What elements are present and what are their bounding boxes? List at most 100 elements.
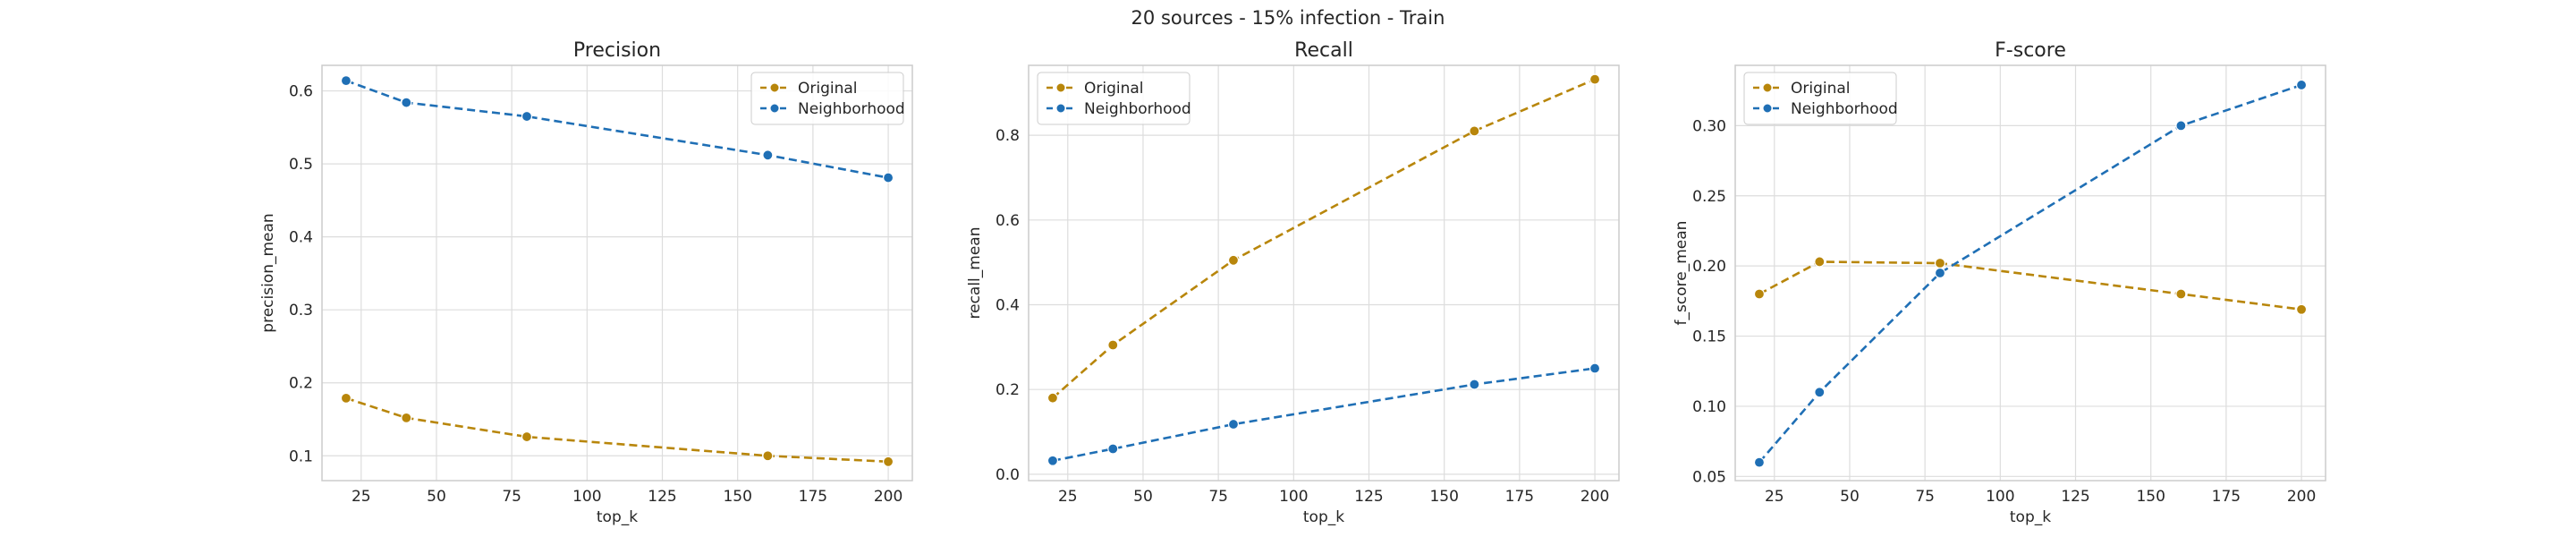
y-axis-label: precision_mean <box>259 213 277 332</box>
data-point-neighborhood <box>882 172 894 183</box>
legend-box <box>1743 72 1897 125</box>
x-tick-label: 125 <box>648 488 676 506</box>
x-tick-label: 100 <box>572 488 601 506</box>
data-point-neighborhood <box>2175 120 2187 132</box>
y-tick-label: 0.5 <box>289 156 313 174</box>
data-point-neighborhood <box>1469 379 1480 390</box>
x-tick-label: 25 <box>1765 488 1784 506</box>
x-axis-label: top_k <box>597 508 638 526</box>
legend-swatch-marker <box>1762 103 1773 114</box>
legend-swatch-marker <box>1055 103 1066 114</box>
y-tick-label: 0.15 <box>1692 328 1726 346</box>
x-tick-label: 200 <box>1580 488 1609 506</box>
series-line-neighborhood <box>1052 367 1596 463</box>
y-tick-label: 0.05 <box>1692 468 1726 486</box>
x-axis-label: top_k <box>2010 508 2051 526</box>
y-tick-label: 0.2 <box>996 381 1020 399</box>
data-point-original <box>521 430 533 443</box>
data-point-neighborhood <box>762 149 774 161</box>
figure-suptitle: 20 sources - 15% infection - Train <box>1131 7 1445 29</box>
y-tick-label: 0.30 <box>1692 117 1726 135</box>
data-point-original <box>1934 257 1946 269</box>
x-tick-label: 100 <box>1279 488 1308 506</box>
x-tick-label: 75 <box>502 488 521 506</box>
y-tick-label: 0.20 <box>1692 258 1726 276</box>
x-tick-label: 50 <box>427 488 446 506</box>
x-tick-label: 175 <box>1505 488 1534 506</box>
series-line-original <box>345 396 889 464</box>
y-tick-label: 0.8 <box>996 127 1020 145</box>
y-tick-label: 0.6 <box>289 83 313 101</box>
data-point-original <box>1469 125 1480 137</box>
x-tick-label: 25 <box>352 488 371 506</box>
legend-swatch-marker <box>769 103 780 114</box>
x-axis-label: top_k <box>1303 508 1344 526</box>
data-point-original <box>2295 303 2308 315</box>
data-point-neighborhood <box>1589 362 1601 374</box>
legend-box <box>750 72 904 125</box>
data-point-neighborhood <box>1753 456 1766 468</box>
y-axis-label: f_score_mean <box>1673 221 1690 326</box>
legend: Original Neighborhood <box>1037 72 1191 125</box>
y-tick-label: 0.3 <box>289 302 313 320</box>
data-point-original <box>1227 254 1240 266</box>
y-tick-label: 0.4 <box>996 297 1020 315</box>
y-tick-label: 0.6 <box>996 212 1020 230</box>
data-point-original <box>762 450 774 462</box>
series-line-original <box>1758 260 2302 311</box>
x-tick-label: 25 <box>1058 488 1078 506</box>
data-point-neighborhood <box>1107 443 1119 455</box>
series-line-neighborhood <box>345 79 889 179</box>
legend-label: Original <box>798 80 858 98</box>
x-tick-label: 50 <box>1133 488 1153 506</box>
legend-label: Neighborhood <box>1791 100 1898 118</box>
x-tick-label: 175 <box>799 488 827 506</box>
x-tick-label: 150 <box>723 488 751 506</box>
x-tick-label: 200 <box>2287 488 2316 506</box>
legend-label: Original <box>1791 80 1851 98</box>
data-point-original <box>1107 339 1119 351</box>
y-tick-label: 0.25 <box>1692 188 1726 206</box>
data-point-neighborhood <box>521 110 533 123</box>
x-tick-label: 50 <box>1840 488 1860 506</box>
plot-frame <box>321 64 913 482</box>
data-point-original <box>340 392 352 404</box>
y-tick-label: 0.0 <box>996 466 1020 484</box>
y-tick-label: 0.2 <box>289 375 313 393</box>
data-point-original <box>1046 392 1059 404</box>
data-point-neighborhood <box>2295 79 2308 91</box>
data-point-original <box>1814 256 1826 268</box>
panel-title: F-score <box>1995 39 2066 62</box>
x-tick-label: 125 <box>1354 488 1383 506</box>
legend-label: Neighborhood <box>1084 100 1191 118</box>
x-tick-label: 150 <box>2136 488 2165 506</box>
legend: Original Neighborhood <box>750 72 905 125</box>
plot-frame <box>1734 64 2326 482</box>
panel-3: 25 50 75 100 125 150 175 200 0.05 0.10 0.15 0.20 0.2… <box>1673 39 2326 526</box>
y-tick-label: 0.1 <box>289 448 313 465</box>
x-tick-label: 200 <box>874 488 902 506</box>
panel-title: Recall <box>1294 39 1353 62</box>
legend-swatch-marker <box>1055 82 1066 93</box>
x-tick-label: 75 <box>1915 488 1935 506</box>
data-point-neighborhood <box>1814 387 1826 398</box>
x-tick-label: 100 <box>1986 488 2014 506</box>
data-point-neighborhood <box>1227 418 1240 430</box>
plot-frame <box>1028 64 1620 482</box>
x-tick-label: 150 <box>1429 488 1458 506</box>
panel-1: 25 50 75 100 125 150 175 200 0.1 0.2 0.3 0.4 0.5 0.6 P… <box>259 39 913 526</box>
y-tick-label: 0.10 <box>1692 398 1726 416</box>
x-tick-label: 125 <box>2061 488 2089 506</box>
data-point-neighborhood <box>1046 455 1059 466</box>
y-axis-label: recall_mean <box>966 227 984 320</box>
legend-box <box>1037 72 1191 125</box>
y-tick-label: 0.4 <box>289 229 313 247</box>
data-point-neighborhood <box>1934 267 1946 279</box>
panel-title: Precision <box>573 39 661 62</box>
data-point-neighborhood <box>340 75 352 87</box>
legend-swatch-marker <box>769 82 780 93</box>
x-tick-label: 175 <box>2212 488 2241 506</box>
data-point-original <box>401 412 412 423</box>
data-point-original <box>882 456 894 467</box>
